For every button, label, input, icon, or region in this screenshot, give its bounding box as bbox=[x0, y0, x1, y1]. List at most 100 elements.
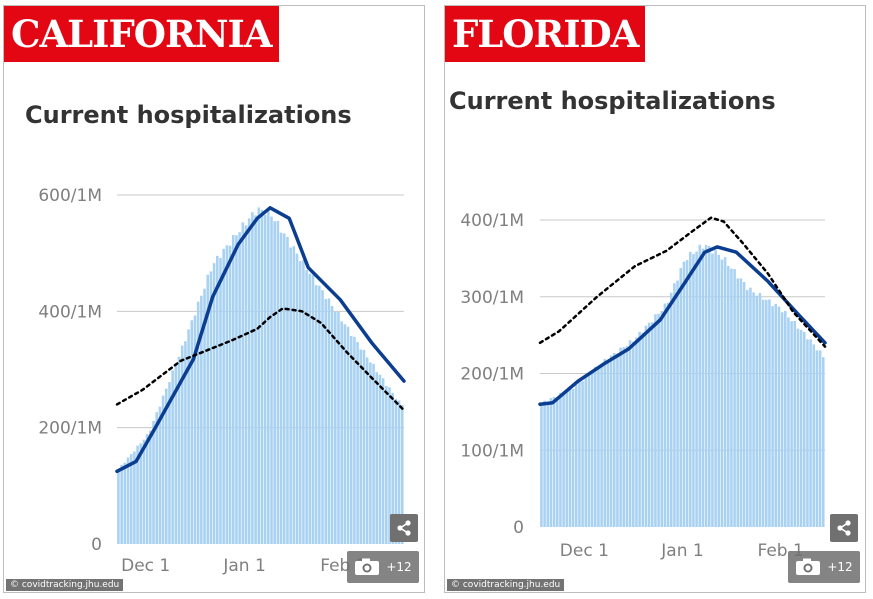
share-icon bbox=[837, 520, 851, 536]
hospitalization-bar bbox=[736, 278, 740, 527]
hospitalization-bar bbox=[225, 245, 229, 544]
hospitalization-bar bbox=[305, 270, 308, 544]
hospitalization-bar bbox=[796, 328, 800, 527]
hospitalization-bar bbox=[641, 332, 645, 527]
hospitalization-bar bbox=[597, 367, 600, 527]
hospitalization-bar bbox=[343, 324, 347, 544]
y-tick-label: 200/1M bbox=[38, 419, 102, 439]
hospitalization-bar bbox=[152, 421, 155, 544]
hospitalization-bar bbox=[216, 255, 219, 544]
hospitalization-bar bbox=[726, 265, 730, 527]
hospitalization-bar bbox=[600, 363, 603, 527]
hospitalization-bar bbox=[739, 278, 743, 527]
hospitalization-bar bbox=[244, 225, 248, 544]
gallery-button[interactable]: +12 bbox=[788, 551, 860, 583]
x-tick-label: Jan 1 bbox=[660, 541, 703, 561]
hospitalization-bar bbox=[177, 356, 181, 544]
chart-title: Current hospitalizations bbox=[449, 87, 776, 115]
hospitalization-bar bbox=[340, 321, 343, 544]
hospitalization-bar bbox=[155, 412, 159, 544]
hospitalization-bar bbox=[574, 384, 578, 527]
hospitalization-bar bbox=[385, 385, 388, 544]
hospitalization-bar bbox=[168, 382, 171, 544]
hospitalization-bar bbox=[142, 439, 146, 544]
camera-icon bbox=[796, 558, 821, 575]
hospitalization-bar bbox=[733, 269, 736, 527]
camera-icon bbox=[355, 558, 380, 575]
share-button[interactable] bbox=[830, 514, 858, 542]
hospitalization-bar bbox=[704, 244, 708, 528]
hospitalization-bar bbox=[219, 258, 222, 544]
hospitalization-bar bbox=[184, 341, 187, 544]
hospitalization-bar bbox=[587, 373, 591, 527]
source-credit: © covidtracking.jhu.edu bbox=[6, 579, 124, 591]
hospitalization-bar bbox=[581, 381, 584, 527]
hospitalization-bar bbox=[311, 274, 315, 544]
hospitalization-bar bbox=[139, 443, 143, 544]
hospitalization-bar bbox=[279, 232, 283, 545]
y-tick-label: 0 bbox=[91, 535, 102, 555]
hospitalization-bar bbox=[685, 259, 689, 527]
hospitalization-bar bbox=[251, 212, 254, 544]
hospitalization-bar bbox=[555, 397, 559, 527]
hospitalization-bar bbox=[755, 295, 759, 527]
hospitalization-bar bbox=[394, 399, 398, 544]
hospitalization-bar bbox=[666, 302, 670, 527]
hospitalization-bar bbox=[809, 339, 812, 527]
y-tick-label: 400/1M bbox=[460, 211, 524, 231]
hospitalization-bar bbox=[282, 233, 286, 545]
hospitalization-bar bbox=[647, 322, 651, 527]
hospitalization-bar bbox=[745, 289, 749, 527]
y-tick-label: 400/1M bbox=[38, 302, 102, 322]
hospitalization-bar bbox=[749, 287, 752, 527]
hospitalization-bar bbox=[302, 260, 305, 544]
hospitalization-bar bbox=[701, 248, 705, 527]
average-line bbox=[538, 245, 827, 406]
gallery-count: +12 bbox=[827, 560, 853, 574]
hospitalization-bar bbox=[818, 350, 822, 527]
hospitalization-bar bbox=[631, 341, 635, 527]
hospitalization-bar bbox=[720, 259, 724, 527]
chart-title: Current hospitalizations bbox=[25, 101, 352, 129]
hospitalization-bar bbox=[359, 349, 363, 544]
hospitalization-bar bbox=[129, 454, 133, 544]
hospitalization-bar bbox=[318, 285, 321, 544]
hospitalization-bar bbox=[616, 353, 619, 527]
hospitalization-bar bbox=[771, 306, 774, 527]
hospitalization-bar bbox=[764, 299, 768, 527]
hospitalization-bar bbox=[603, 359, 607, 527]
hospitalization-bar bbox=[688, 251, 692, 527]
hospitalization-bar bbox=[161, 395, 165, 544]
hospitalization-bar bbox=[193, 315, 197, 544]
hospitalization-bar bbox=[295, 253, 299, 544]
hospitalization-bar bbox=[120, 464, 123, 544]
average-line bbox=[115, 206, 406, 474]
share-button[interactable] bbox=[390, 514, 418, 542]
gallery-button[interactable]: +12 bbox=[347, 551, 419, 583]
x-tick-label: Dec 1 bbox=[121, 556, 170, 576]
hospitalization-bar bbox=[682, 261, 686, 527]
hospitalization-bar bbox=[799, 329, 803, 527]
hospitalization-bar bbox=[540, 403, 543, 527]
hospitalization-bar bbox=[619, 347, 622, 527]
hospitalization-bar bbox=[707, 246, 711, 527]
hospitalization-bar bbox=[761, 299, 765, 527]
gallery-count: +12 bbox=[386, 560, 412, 574]
hospitalization-bar bbox=[711, 253, 714, 527]
hospitalization-bar bbox=[346, 326, 350, 544]
hospitalization-bar bbox=[806, 339, 809, 527]
hospitalization-bar bbox=[375, 372, 379, 544]
hospitalization-bar bbox=[209, 271, 213, 544]
hospitalization-bar bbox=[365, 357, 369, 544]
hospitalization-bar bbox=[228, 245, 232, 545]
hospitalization-bar bbox=[308, 273, 312, 544]
y-tick-label: 300/1M bbox=[460, 288, 524, 308]
hospitalization-bar bbox=[571, 388, 575, 527]
hospitalization-bar bbox=[622, 347, 626, 527]
state-label: CALIFORNIA bbox=[4, 6, 279, 62]
hospitalization-bar bbox=[273, 221, 276, 545]
hospitalization-bar bbox=[714, 250, 717, 528]
hospitalization-bar bbox=[330, 305, 334, 544]
hospitalization-bar bbox=[609, 355, 613, 527]
